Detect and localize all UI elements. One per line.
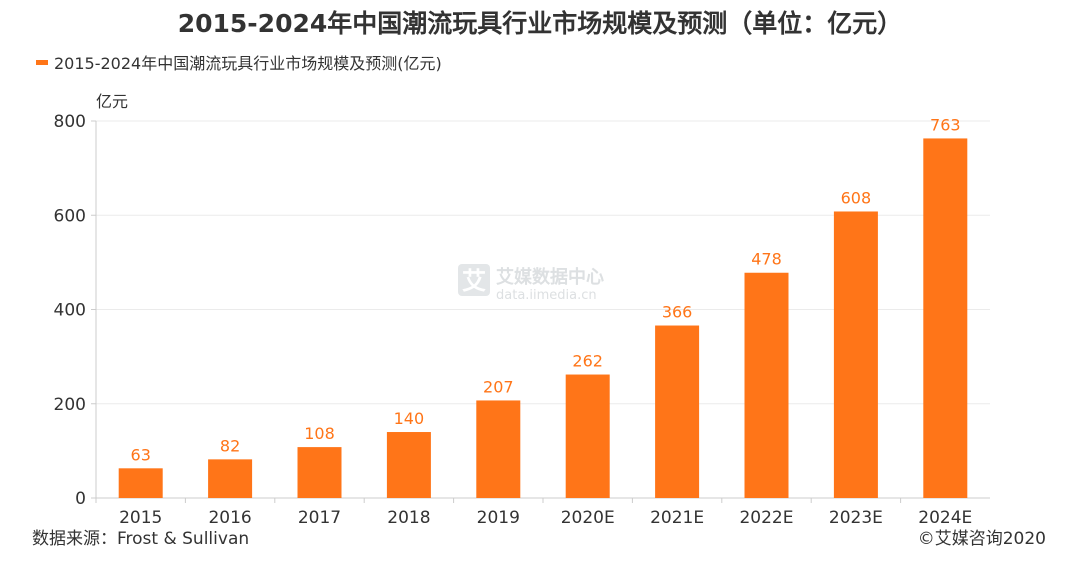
- data-label-2016: 82: [220, 436, 240, 455]
- x-tick-label: 2023E: [829, 508, 883, 528]
- y-axis-label: 亿元: [96, 92, 129, 111]
- bar-2020E: [565, 374, 610, 498]
- x-tick-label: 2016: [208, 508, 251, 528]
- y-tick-label: 200: [54, 395, 86, 415]
- data-label-2017: 108: [304, 424, 335, 443]
- bar-2023E: [833, 211, 878, 499]
- watermark-logo-glyph: 艾: [462, 267, 486, 295]
- data-label-2020E: 262: [572, 352, 603, 371]
- watermark-brand: 艾媒数据中心: [496, 266, 604, 288]
- x-tick-label: 2024E: [918, 508, 972, 528]
- watermark-logo-icon: [458, 264, 490, 296]
- x-tick-label: 2019: [477, 508, 520, 528]
- legend-label: 2015-2024年中国潮流玩具行业市场规模及预测(亿元): [54, 54, 442, 73]
- bar-2015: [118, 468, 163, 498]
- data-label-2018: 140: [394, 409, 425, 428]
- data-label-2021E: 366: [662, 303, 693, 322]
- bar-2016: [208, 459, 253, 498]
- legend: 2015-2024年中国潮流玩具行业市场规模及预测(亿元): [36, 50, 442, 74]
- data-label-2022E: 478: [751, 250, 782, 269]
- data-label-2019: 207: [483, 377, 514, 396]
- x-tick-label: 2017: [298, 508, 341, 528]
- legend-swatch: [36, 59, 48, 65]
- data-label-2023E: 608: [841, 188, 872, 207]
- bar-2021E: [655, 325, 700, 498]
- x-tick-label: 2021E: [650, 508, 704, 528]
- data-label-2015: 63: [131, 445, 151, 464]
- chart-title: 2015-2024年中国潮流玩具行业市场规模及预测（单位：亿元）: [177, 9, 903, 38]
- y-tick-label: 0: [75, 489, 86, 509]
- y-tick-label: 800: [54, 112, 86, 132]
- x-tick-label: 2022E: [739, 508, 793, 528]
- bar-2024E: [923, 138, 968, 498]
- bar-2019: [476, 400, 521, 498]
- data-source: 数据来源：Frost & Sullivan: [32, 529, 250, 549]
- y-tick-label: 600: [54, 206, 86, 226]
- bar-2022E: [744, 272, 789, 498]
- watermark-url: data.iimedia.cn: [496, 288, 597, 303]
- copyright: ©艾媒咨询2020: [917, 529, 1046, 549]
- bar-2017: [297, 447, 342, 498]
- data-label-2024E: 763: [930, 115, 961, 134]
- x-tick-label: 2015: [119, 508, 162, 528]
- x-tick-label: 2018: [387, 508, 430, 528]
- x-tick-label: 2020E: [561, 508, 615, 528]
- y-tick-label: 400: [54, 301, 86, 321]
- bar-2018: [386, 432, 431, 498]
